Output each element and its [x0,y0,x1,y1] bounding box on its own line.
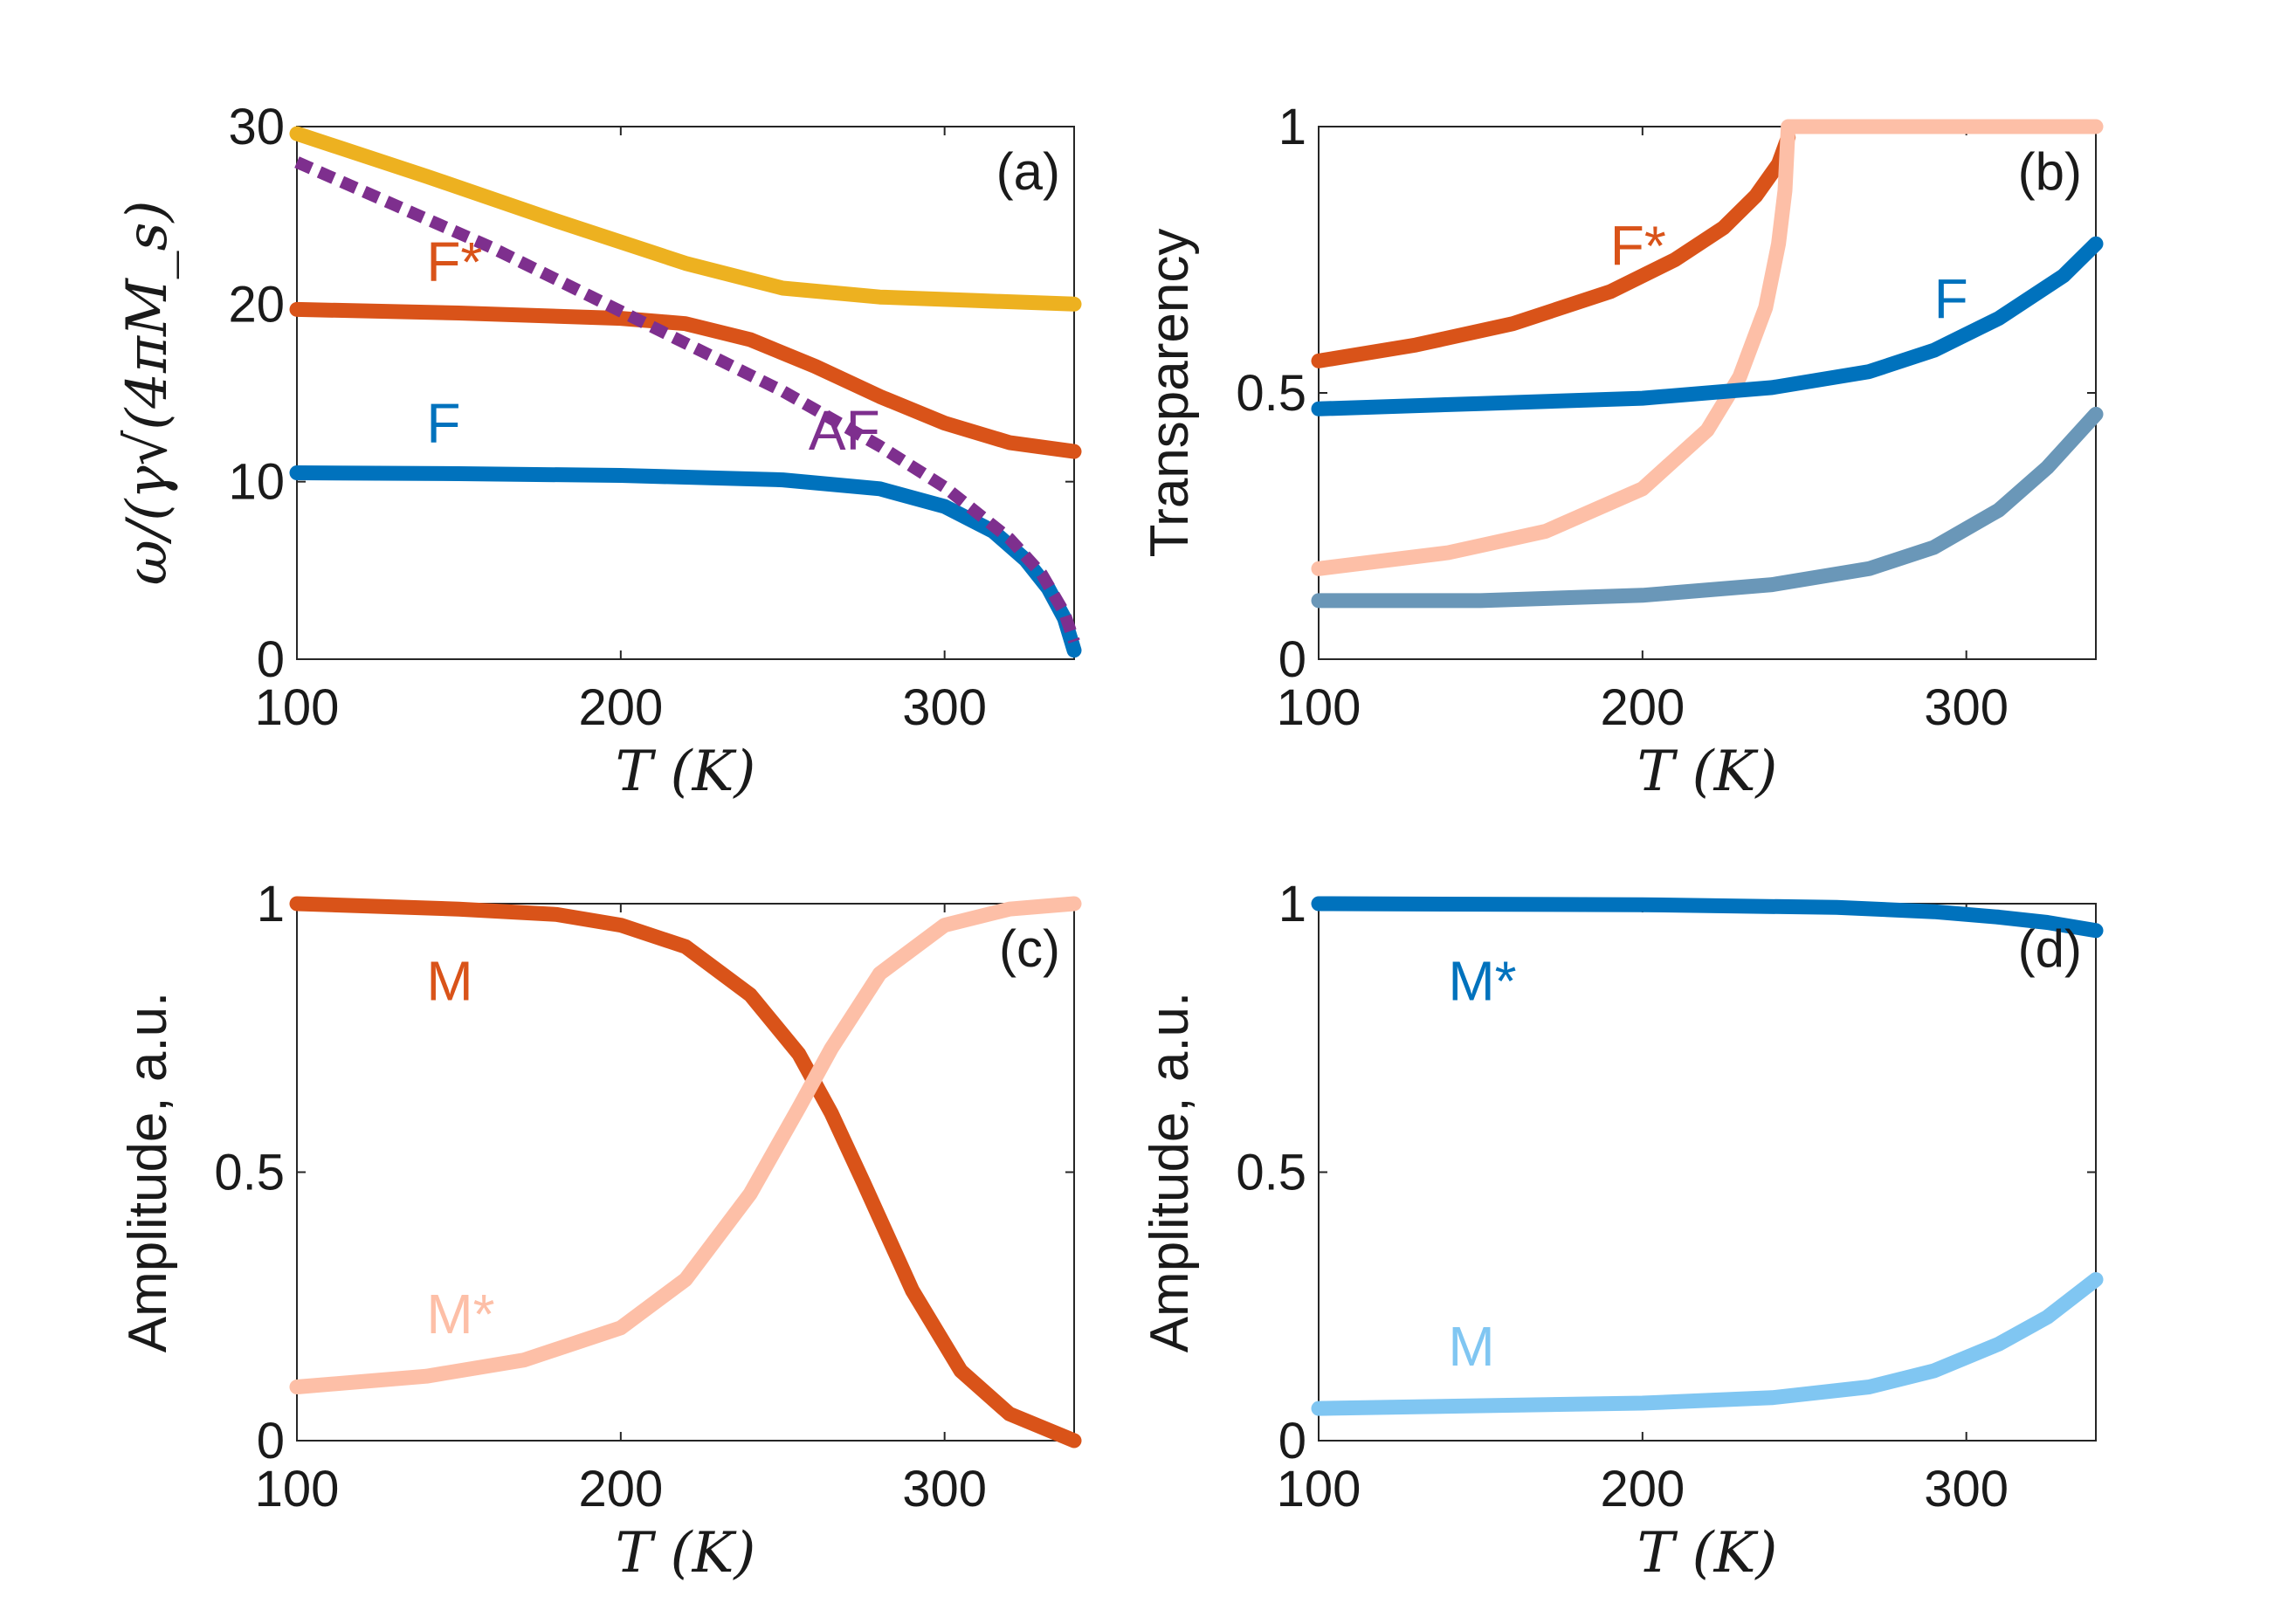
y-tick-label: 1 [257,876,285,932]
x-axis-label: T (K) [616,1521,756,1586]
y-axis-label: ω/(γ√(4πM_s) [115,201,180,586]
panel-a: 100 200 300 0 10 20 30 F* F AF (a) T (K) ω/(γ√(4πM_s… [115,99,1082,804]
curve-label: F* [426,231,482,293]
y-tick-label: 0.5 [214,1145,285,1201]
y-tick-label: 20 [228,276,285,333]
y-tick-label: 30 [228,99,285,155]
y-tick-label: 0 [1278,1413,1306,1469]
x-tick-label: 100 [255,1461,340,1517]
series-line-m-star [289,896,1082,1394]
x-tick-label: 100 [255,679,340,736]
x-tick-label: 200 [1600,679,1685,736]
curve-label: F [1934,268,1968,331]
x-tick-label: 200 [578,1461,663,1517]
x-axis-label: T (K) [616,740,756,804]
series-line-f-star [289,301,1082,459]
curve-label: F* [1610,215,1666,278]
series-line-af [294,156,1080,643]
curve-label: M [426,950,472,1013]
y-axis-label: Amplitude, a.u. [1140,992,1200,1353]
plot-frame [296,126,1075,660]
y-tick-label: 1 [1278,876,1306,932]
curve-label: M [1448,1315,1494,1378]
x-tick-label: 100 [1277,1461,1361,1517]
x-tick-label: 300 [1924,679,2009,736]
series-line-unlabeled-1 [1311,119,2104,576]
curve-label: M* [1448,950,1516,1013]
panel-label: (b) [2018,142,2082,201]
panel-b: 100 200 300 0 0.5 1 F* F (b) T (K) Transparency [1140,99,2104,804]
series-line-m [289,896,1082,1449]
series-group [1311,896,2104,1416]
curve-label: F [426,392,460,455]
panel-d: 100 200 300 0 0.5 1 M* M (d) T (K) Amplitude, a.u. [1140,876,2104,1586]
panel-label: (d) [2018,919,2082,978]
x-tick-label: 100 [1277,679,1361,736]
y-tick-label: 1 [1278,99,1306,155]
series-line-m-star [1311,896,2104,939]
panel-label: (a) [996,142,1060,201]
series-line-unlabeled-0 [289,126,1082,312]
y-tick-label: 10 [228,454,285,511]
y-axis-label: Amplitude, a.u. [118,992,178,1353]
y-tick-label: 0 [257,631,285,688]
panel-c: 100 200 300 0 0.5 1 M M* (c) T (K) Amplitude, a.u. [118,876,1082,1586]
x-tick-label: 300 [1924,1461,2009,1517]
plot-frame [1318,903,2097,1442]
plot-frame [1318,126,2097,660]
curve-label: M* [426,1283,494,1345]
x-axis-label: T (K) [1637,1521,1778,1586]
series-line-m [1311,1272,2104,1416]
y-tick-label: 0 [257,1413,285,1469]
x-tick-label: 200 [578,679,663,736]
x-axis-label: T (K) [1637,740,1778,804]
x-tick-label: 300 [902,1461,987,1517]
x-tick-label: 200 [1600,1461,1685,1517]
series-group [289,896,1082,1449]
curve-label: AF [809,399,880,462]
x-tick-label: 300 [902,679,987,736]
y-tick-label: 0.5 [1236,1145,1306,1201]
series-line-unlabeled-3 [1311,406,2104,609]
series-line-f [1311,236,2104,416]
y-tick-label: 0.5 [1236,365,1306,422]
series-group [1311,119,2104,609]
series-line-f-star [1311,129,1796,368]
y-tick-label: 0 [1278,631,1306,688]
series-group [289,126,1082,658]
panel-label: (c) [999,919,1060,978]
y-axis-label: Transparency [1140,229,1200,558]
